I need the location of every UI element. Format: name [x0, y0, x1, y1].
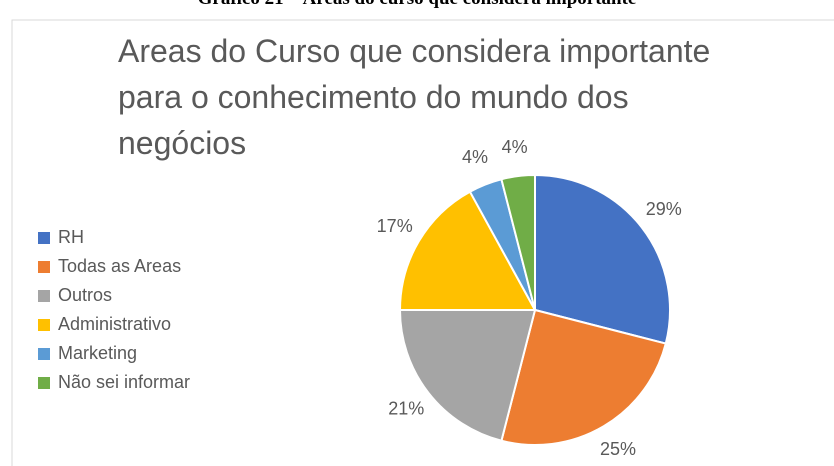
caption: Gráfico 21 – Áreas do curso que consider…	[0, 0, 834, 10]
chart-frame	[11, 19, 834, 466]
legend-swatch	[38, 261, 50, 273]
data-label: 4%	[502, 137, 528, 157]
data-label: 4%	[462, 147, 488, 167]
data-label: 21%	[388, 399, 424, 419]
legend-label: RH	[58, 227, 84, 247]
legend-label: Marketing	[58, 343, 137, 363]
legend-swatch	[38, 377, 50, 389]
legend-swatch	[38, 348, 50, 360]
legend-label: Não sei informar	[58, 372, 190, 392]
legend-label: Outros	[58, 285, 112, 305]
legend-swatch	[38, 232, 50, 244]
pie-slice	[500, 308, 667, 446]
pie-slice	[398, 309, 537, 442]
legend-swatch	[38, 319, 50, 331]
legend-label: Todas as Areas	[58, 256, 181, 276]
legend-label: Administrativo	[58, 314, 171, 334]
chart-title: Areas do Curso que considera importante …	[118, 33, 711, 161]
data-label: 17%	[377, 216, 413, 236]
data-label: 25%	[600, 439, 636, 459]
pie-slice	[398, 190, 537, 311]
legend-swatch	[38, 290, 50, 302]
pie-slice	[534, 173, 671, 345]
data-label: 29%	[646, 199, 682, 219]
pie-slice	[500, 173, 536, 311]
